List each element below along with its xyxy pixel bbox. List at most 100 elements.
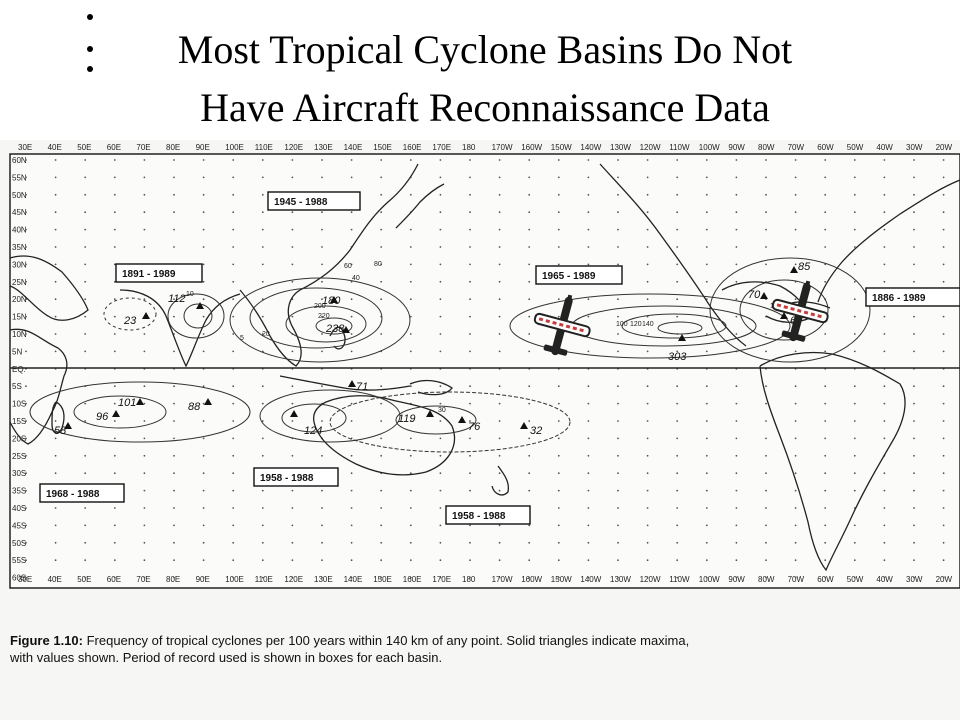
grid-dot: [291, 350, 294, 353]
grid-dot: [765, 385, 767, 388]
grid-dot: [824, 454, 827, 457]
grid-dot: [735, 454, 738, 457]
longitude-label: 120W: [640, 143, 661, 152]
maximum-value: 58: [54, 425, 67, 437]
grid-dot: [587, 420, 590, 422]
grid-dot: [528, 263, 531, 266]
grid-dot: [469, 454, 471, 457]
maximum-triangle-icon: [142, 312, 150, 319]
grid-dot: [350, 489, 353, 492]
grid-dot: [143, 333, 146, 335]
grid-dot: [143, 437, 146, 440]
contour-label: 20: [262, 331, 270, 338]
grid-dot: [439, 489, 442, 492]
grid-dot: [113, 350, 116, 353]
contour-label: 220: [318, 313, 330, 320]
north-america-west-coast: [599, 163, 747, 347]
grid-dot: [84, 454, 87, 457]
slide-title-line-1: Most Tropical Cyclone Basins Do Not: [177, 27, 793, 72]
grid-dot: [202, 472, 205, 475]
grid-dot: [380, 263, 383, 266]
grid-dot: [380, 211, 383, 214]
grid-dot: [794, 454, 797, 457]
grid-dot: [232, 559, 235, 562]
frequency-contours: [29, 257, 871, 453]
grid-dot: [617, 420, 619, 422]
contour-spac-outer: [329, 391, 571, 453]
grid-dot: [794, 193, 797, 196]
contour-label: 5: [240, 335, 244, 342]
grid-dot: [557, 420, 560, 422]
grid-dot: [617, 576, 619, 579]
grid-dot: [232, 280, 235, 283]
grid-dot: [202, 280, 205, 283]
maximum-marker: 88: [188, 398, 212, 413]
grid-dot: [469, 489, 471, 492]
maximum-marker: 119: [398, 410, 434, 425]
longitude-label: 80W: [758, 575, 775, 584]
longitude-label: 110W: [669, 575, 690, 584]
grid-dot: [409, 472, 412, 475]
grid-dot: [913, 350, 915, 353]
grid-dot: [942, 541, 945, 544]
grid-dot: [380, 298, 383, 301]
grid-dot: [409, 193, 412, 196]
grid-dot: [676, 402, 679, 405]
grid-dot: [84, 350, 87, 353]
longitude-label: 30W: [906, 575, 923, 584]
grid-dot: [824, 472, 827, 475]
longitude-label: 150W: [551, 575, 572, 584]
china-coast-outline: [299, 163, 419, 291]
longitude-label: 30E: [18, 143, 32, 152]
grid-dot: [25, 454, 27, 457]
grid-dot: [232, 454, 235, 457]
grid-dot: [321, 315, 323, 318]
grid-dot: [321, 576, 323, 579]
grid-dot: [232, 298, 235, 301]
grid-dot: [557, 507, 560, 509]
grid-dot: [735, 298, 738, 301]
grid-dot: [202, 454, 205, 457]
grid-dot: [409, 385, 412, 388]
grid-dot: [942, 280, 945, 283]
grid-dot: [646, 176, 649, 179]
grid-dot: [321, 489, 323, 492]
grid-dot: [409, 507, 412, 509]
grid-dot: [439, 507, 442, 509]
grid-dot: [380, 437, 383, 440]
grid-dot: [883, 472, 886, 475]
longitude-label: 150E: [373, 575, 392, 584]
grid-dot: [202, 559, 205, 562]
grid-dot: [765, 333, 767, 335]
grid-dot: [84, 263, 87, 266]
grid-dot: [54, 472, 57, 475]
figure-caption: Figure 1.10: Frequency of tropical cyclo…: [10, 632, 690, 666]
grid-dot: [439, 559, 442, 562]
period-box: 1945 - 1988: [267, 191, 361, 211]
grid-dot: [439, 298, 442, 301]
australia-outline: [312, 395, 456, 476]
latitude-label: 45N: [12, 208, 27, 217]
slide-title-line-2: Have Aircraft Reconnaissance Data: [200, 85, 770, 130]
grid-dot: [202, 385, 205, 388]
grid-dot: [587, 193, 590, 196]
grid-dot: [202, 263, 205, 266]
grid-dot: [794, 576, 797, 579]
grid-dot: [84, 507, 87, 509]
grid-dot: [439, 420, 442, 422]
grid-dot: [380, 402, 383, 405]
grid-dot: [824, 402, 827, 405]
latitude-scale-left: 60N 55N 50N 45N 40N 35N 30N 25N 20N 15N 10N 5N EQ. 5S…: [12, 156, 27, 583]
grid-dot: [853, 524, 856, 527]
grid-dot: [143, 211, 146, 214]
grid-dot: [439, 524, 442, 527]
grid-dot: [942, 263, 945, 266]
grid-dot: [84, 298, 87, 301]
longitude-label: 60W: [817, 575, 834, 584]
grid-dot: [173, 576, 175, 579]
maximum-triangle-icon: [348, 380, 356, 387]
grid-dot: [883, 507, 886, 509]
japan-outline: [395, 183, 445, 229]
grid-dot: [587, 454, 590, 457]
grid-dot: [350, 350, 353, 353]
